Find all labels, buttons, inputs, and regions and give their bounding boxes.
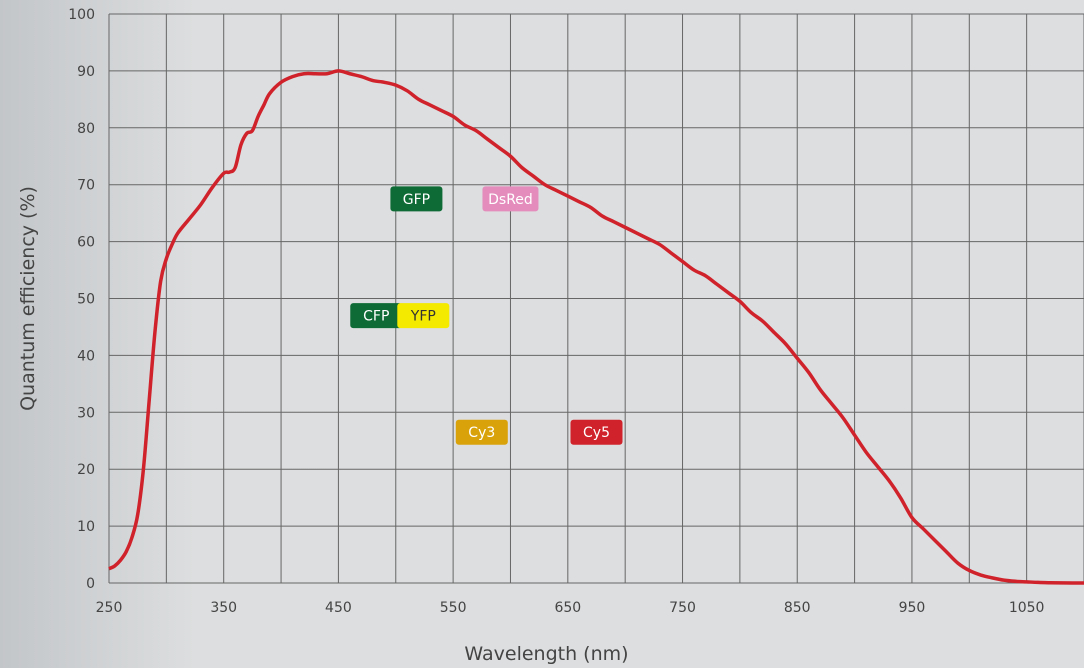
x-tick-label: 1050	[1009, 600, 1045, 616]
fluorophore-badges: GFP DsRed CFP YFP Cy3 Cy5	[350, 186, 623, 445]
badge-label: GFP	[403, 192, 430, 208]
x-tick-label: 450	[325, 600, 352, 616]
y-tick-label: 0	[86, 576, 95, 592]
badge-label: CFP	[363, 309, 389, 325]
y-tick-label: 20	[77, 462, 95, 478]
x-tick-label: 750	[669, 600, 696, 616]
x-tick-label: 350	[210, 600, 237, 616]
badge-label: YFP	[410, 309, 436, 325]
grid-lines	[108, 13, 1084, 584]
y-tick-label: 10	[77, 519, 95, 535]
qe-curve-line	[108, 69, 1084, 585]
x-tick-label: 250	[96, 600, 123, 616]
badge-background	[570, 419, 623, 445]
badge-background	[455, 419, 508, 445]
y-tick-label: 80	[77, 121, 95, 137]
x-tick-label: 650	[554, 600, 581, 616]
badge-background	[482, 186, 539, 212]
badge-label: Cy5	[583, 425, 610, 441]
badge-yfp: YFP	[397, 303, 450, 329]
badge-background	[350, 303, 403, 329]
x-tick-label: 950	[899, 600, 926, 616]
x-tick-label: 550	[440, 600, 467, 616]
y-tick-label: 100	[68, 7, 95, 23]
y-tick-label: 70	[77, 178, 95, 194]
badge-cy5: Cy5	[570, 419, 623, 445]
badge-label: DsRed	[488, 192, 533, 208]
y-tick-label: 90	[77, 64, 95, 80]
y-axis-label: Quantum efficiency (%)	[17, 186, 39, 411]
badge-gfp: GFP	[390, 186, 443, 212]
y-tick-label: 60	[77, 235, 95, 251]
badge-dsred: DsRed	[482, 186, 539, 212]
badge-cfp: CFP	[350, 303, 403, 329]
badge-label: Cy3	[468, 425, 495, 441]
qe-curve-series	[108, 69, 1084, 585]
badge-background	[397, 303, 450, 329]
y-tick-label: 30	[77, 405, 95, 421]
x-tick-labels: 250 350 450 550 650 750 850 950 1050	[96, 600, 1045, 616]
x-tick-label: 850	[784, 600, 811, 616]
badge-cy3: Cy3	[455, 419, 508, 445]
y-tick-labels: 0 10 20 30 40 50 60 70 80 90 100	[68, 7, 95, 592]
x-axis-label: Wavelength (nm)	[464, 643, 628, 665]
y-tick-label: 50	[77, 292, 95, 308]
y-tick-label: 40	[77, 348, 95, 364]
badge-background	[390, 186, 443, 212]
